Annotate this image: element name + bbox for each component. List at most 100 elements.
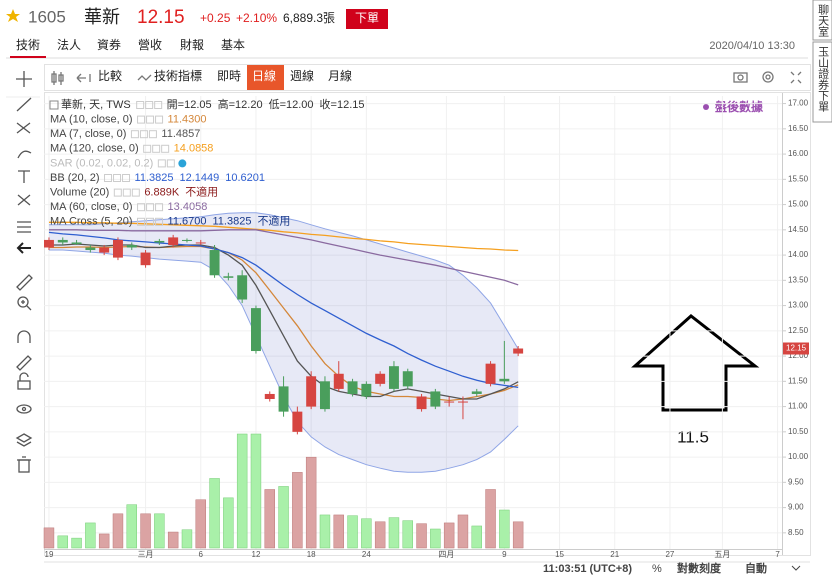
candle-body (223, 276, 234, 278)
volume-bar (278, 486, 289, 549)
candle-body (444, 401, 455, 403)
legend-icon[interactable] (104, 174, 113, 182)
legend-icon[interactable] (154, 101, 163, 109)
side-tab[interactable] (812, 41, 832, 123)
auto-toggle[interactable]: 自動 (745, 561, 767, 575)
toolbar-active (247, 65, 284, 90)
toolbar-item[interactable]: 比較 (98, 68, 122, 83)
legend-icon[interactable] (49, 100, 59, 110)
candle-body (126, 244, 137, 248)
candle-body (264, 393, 275, 400)
legend-icon[interactable] (122, 174, 131, 182)
candle-body (375, 373, 386, 384)
toolbar-item[interactable]: 即時 (217, 69, 241, 83)
y-tick-label: 9.50 (788, 477, 804, 486)
log-scale-toggle[interactable]: 對數刻度 (677, 561, 722, 575)
toolbar (44, 64, 811, 91)
legend-icon[interactable] (136, 101, 145, 109)
tab[interactable]: 技術 (16, 38, 40, 52)
toolbar-icons[interactable] (51, 71, 802, 85)
legend-icon[interactable] (157, 159, 166, 168)
x-tick-label: 19 (45, 550, 54, 559)
volume-bar (292, 472, 303, 549)
legend-icon[interactable] (137, 203, 146, 212)
legend-icon[interactable] (166, 159, 175, 168)
legend-value: 11.4857 (161, 128, 200, 140)
toolbar-item[interactable]: 技術指標 (154, 68, 202, 83)
percent-toggle[interactable]: % (652, 563, 662, 575)
legend-icon[interactable] (139, 130, 148, 139)
tab[interactable]: 資券 (97, 37, 121, 52)
y-tick-label: 11.00 (788, 402, 808, 411)
side-tab-label[interactable]: 聊天室 (817, 3, 830, 37)
y-tick-label: 12.50 (788, 326, 809, 335)
toolbar-item[interactable]: 週線 (290, 68, 314, 83)
candle-body (112, 239, 123, 258)
legend-icon[interactable] (145, 101, 154, 109)
legend-icon[interactable] (143, 144, 152, 153)
legend-icon[interactable] (148, 130, 157, 139)
x-tick-label: 24 (362, 550, 371, 559)
candle-body (250, 308, 261, 352)
legend-eye[interactable] (178, 159, 187, 168)
legend-value: 10.6201 (225, 172, 265, 184)
candle-body (140, 252, 151, 266)
legend-icon[interactable] (122, 188, 131, 197)
legend-icon[interactable] (152, 144, 161, 153)
legend-icon[interactable] (155, 115, 164, 124)
favorite-star[interactable] (6, 9, 20, 22)
legend-icon[interactable] (146, 217, 155, 226)
toolbar-item[interactable]: 日線 (252, 68, 276, 83)
tab[interactable]: 財報 (180, 37, 204, 52)
candle-body (209, 250, 220, 276)
legend-icon[interactable] (113, 174, 122, 182)
side-tab[interactable] (812, 0, 832, 41)
candle-body (361, 383, 372, 397)
after-hours-badge[interactable]: 盤後數據 (714, 99, 764, 114)
order-button[interactable] (346, 9, 388, 29)
order-button-label[interactable]: 下單 (355, 11, 379, 25)
candle-body (71, 242, 82, 244)
x-tick-label: 15 (555, 550, 564, 559)
y-tick-label: 8.50 (788, 528, 804, 537)
legend-icon[interactable] (146, 203, 155, 212)
legend-label: SAR (0.02, 0.02, 0.2) (50, 157, 153, 169)
candle-body (237, 275, 248, 300)
x-tick-label: 21 (610, 550, 619, 559)
legend-icon[interactable] (113, 188, 122, 197)
volume-bar (333, 514, 344, 549)
volume-bar (236, 433, 248, 549)
legend-icon[interactable] (161, 144, 170, 153)
legend-icon[interactable] (155, 217, 164, 226)
price: 12.15 (137, 7, 185, 28)
x-tick-label: 9 (502, 550, 507, 559)
y-tick-label: 10.00 (788, 452, 809, 461)
legend-icon[interactable] (146, 115, 155, 124)
legend-value: 13.4058 (168, 201, 208, 213)
legend-icon[interactable] (131, 188, 140, 197)
legend-icon[interactable] (155, 203, 164, 212)
candle-body (347, 381, 358, 394)
legend-icon[interactable] (137, 217, 146, 226)
chevron[interactable] (791, 565, 801, 571)
volume-bar (140, 513, 151, 549)
candle-body (181, 239, 192, 241)
x-tick-label: 7 (775, 550, 780, 559)
toolbar-item[interactable]: 月線 (328, 68, 352, 83)
side-tab-label[interactable]: 玉山證券下單 (817, 46, 830, 112)
tab[interactable]: 法人 (57, 38, 81, 52)
x-tick-label: 三月 (138, 550, 154, 559)
indicator-line (49, 229, 519, 286)
candle-body (416, 396, 427, 410)
tab[interactable]: 營收 (138, 38, 162, 52)
volume-bar (499, 509, 510, 549)
volume-bar (112, 513, 124, 549)
tab[interactable]: 基本 (221, 38, 245, 52)
volume-bar (388, 517, 400, 549)
legend-icon[interactable] (137, 115, 146, 124)
legend-label: BB (20, 2) (50, 172, 100, 184)
volume-bar (319, 514, 331, 549)
legend-value: 12.1449 (179, 172, 219, 184)
drawing-tools[interactable] (15, 71, 33, 473)
legend-icon[interactable] (130, 130, 139, 139)
